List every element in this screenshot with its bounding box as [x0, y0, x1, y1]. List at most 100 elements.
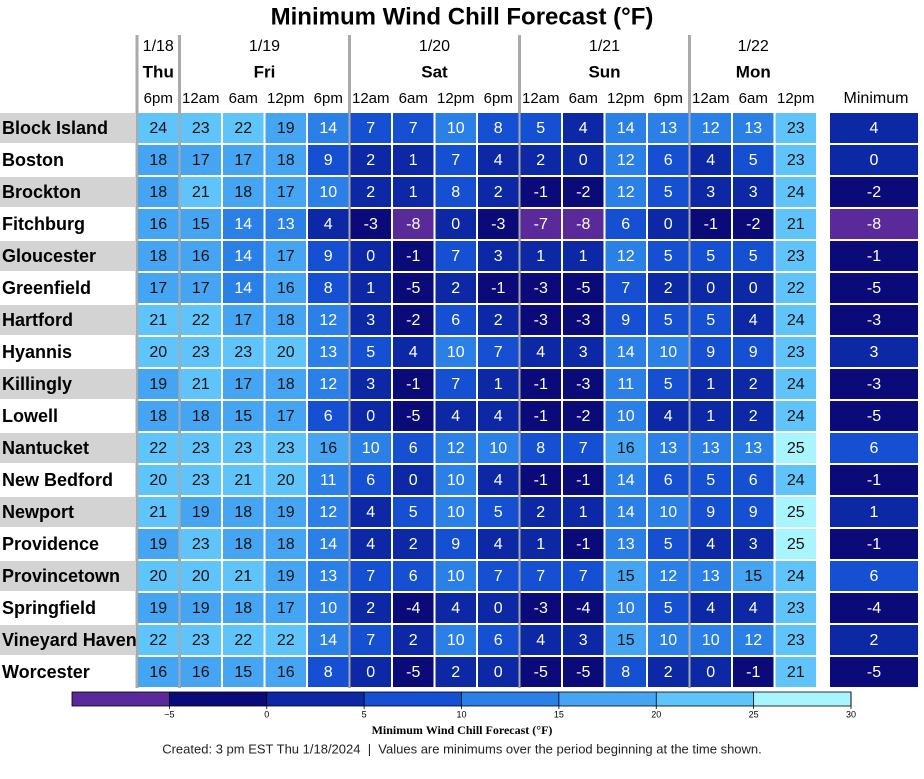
cell-label: -2	[746, 216, 760, 233]
time-label: 12am	[522, 90, 560, 107]
cell	[435, 369, 476, 399]
cell	[520, 145, 561, 175]
cell	[180, 177, 221, 207]
cell	[180, 561, 221, 591]
cell-label: -1	[534, 184, 548, 201]
cell	[265, 561, 306, 591]
cell-label: 16	[149, 216, 167, 233]
minimum-cell	[830, 433, 918, 463]
cell	[605, 305, 646, 335]
cell	[478, 369, 519, 399]
cell-label: 7	[494, 568, 503, 585]
cell	[180, 593, 221, 623]
cell-label: 7	[451, 376, 460, 393]
cell-label: 0	[366, 664, 375, 681]
cell	[520, 209, 561, 239]
cell	[605, 177, 646, 207]
cell	[563, 497, 604, 527]
cell	[180, 241, 221, 271]
date-label: 1/19	[249, 38, 280, 55]
cell	[138, 177, 179, 207]
cell	[435, 625, 476, 655]
cell	[478, 113, 519, 143]
cell	[478, 305, 519, 335]
cell	[648, 657, 689, 687]
cell-label: 1	[579, 248, 588, 265]
cell-label: 21	[192, 376, 210, 393]
cell-label: 9	[749, 344, 758, 361]
cell-label: 11	[320, 472, 337, 489]
cell-label: 24	[149, 120, 167, 137]
cell-label: 1	[706, 376, 715, 393]
time-label: 12am	[182, 90, 220, 107]
minimum-cell	[830, 113, 918, 143]
cell	[435, 241, 476, 271]
cell-label: 18	[234, 504, 252, 521]
cell-label: 6	[409, 440, 418, 457]
cell-label: 12	[659, 568, 677, 585]
cell	[605, 145, 646, 175]
cell	[180, 145, 221, 175]
cell-label: -1	[576, 472, 590, 489]
cell	[180, 657, 221, 687]
cell	[775, 497, 816, 527]
cell-label: 22	[234, 120, 252, 137]
cell-label: 12	[319, 504, 337, 521]
cell-label: 5	[536, 120, 545, 137]
cell-label: 20	[277, 344, 295, 361]
cell-label: 10	[447, 472, 465, 489]
cell-label: 23	[787, 152, 805, 169]
colorbar-tick-label: 0	[264, 709, 269, 719]
cell	[350, 433, 391, 463]
cell	[478, 657, 519, 687]
cell-label: 12	[617, 152, 635, 169]
cell-label: -5	[406, 408, 420, 425]
minimum-header: Minimum	[844, 90, 909, 107]
cell-label: 18	[234, 600, 252, 617]
cell-label: 3	[366, 312, 375, 329]
cell	[520, 497, 561, 527]
cell	[648, 593, 689, 623]
row-label: Hartford	[2, 310, 73, 330]
cell-label: 2	[409, 536, 418, 553]
cell-label: 2	[366, 184, 375, 201]
cell	[223, 497, 264, 527]
cell	[435, 497, 476, 527]
cell-label: 21	[787, 216, 805, 233]
minimum-cell	[830, 465, 918, 495]
cell	[223, 177, 264, 207]
cell	[733, 337, 774, 367]
cell	[350, 465, 391, 495]
cell	[520, 369, 561, 399]
cell	[605, 529, 646, 559]
cell	[563, 465, 604, 495]
cell-label: 23	[192, 440, 210, 457]
time-label: 12pm	[607, 90, 645, 107]
cell-label: 23	[192, 472, 210, 489]
cell-label: 20	[192, 568, 210, 585]
cell-label: 25	[787, 440, 805, 457]
cell	[775, 529, 816, 559]
cell-label: -1	[534, 408, 548, 425]
cell	[733, 177, 774, 207]
cell-label: 4	[494, 152, 503, 169]
cell	[563, 433, 604, 463]
cell-label: 7	[409, 120, 418, 137]
minimum-cell	[830, 145, 918, 175]
cell-label: 7	[451, 248, 460, 265]
cell	[733, 113, 774, 143]
colorbar-segment	[461, 692, 559, 706]
cell	[478, 241, 519, 271]
cell-label: -8	[406, 216, 420, 233]
cell	[563, 561, 604, 591]
cell-label: -1	[534, 472, 548, 489]
cell-label: 6	[664, 472, 673, 489]
cell	[138, 113, 179, 143]
minimum-cell	[830, 401, 918, 431]
time-label: 12am	[352, 90, 390, 107]
cell-label: 17	[277, 248, 295, 265]
cell-label: 11	[617, 376, 634, 393]
cell-label: 5	[706, 248, 715, 265]
chart-title: Minimum Wind Chill Forecast (°F)	[271, 3, 654, 30]
cell-label: 1	[536, 536, 545, 553]
